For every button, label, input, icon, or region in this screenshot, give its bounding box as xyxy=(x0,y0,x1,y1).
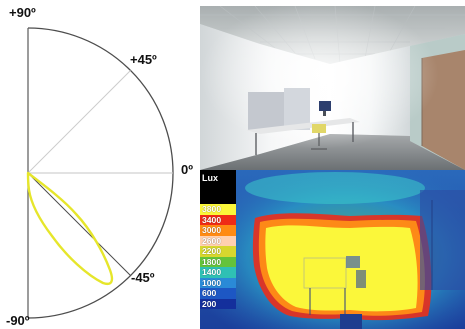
lux-legend: Lux 3800 3400 3000 2600 2200 1800 1400 1… xyxy=(200,170,236,329)
monitor xyxy=(319,101,331,111)
chair xyxy=(312,124,326,133)
angle-label-plus-90: +90º xyxy=(9,5,36,20)
lux-step-2600: 2600 xyxy=(200,235,236,246)
angle-label-plus-45: +45º xyxy=(130,52,157,67)
illuminance-heatmap xyxy=(200,170,465,329)
lux-step-3800: 3800 xyxy=(200,204,236,215)
lux-step-3400: 3400 xyxy=(200,214,236,225)
office-render-image xyxy=(200,6,465,170)
angle-label-minus-90: -90º xyxy=(6,313,30,328)
angle-label-minus-45: -45º xyxy=(131,270,155,285)
angle-label-zero: 0º xyxy=(181,162,193,177)
polar-plus45-line xyxy=(27,70,131,174)
lux-step-1000: 1000 xyxy=(200,277,236,288)
lux-step-3000: 3000 xyxy=(200,225,236,236)
lux-legend-title: Lux xyxy=(200,170,236,204)
lux-step-200: 200 xyxy=(200,298,236,309)
partition-panel-right xyxy=(284,88,310,130)
desk xyxy=(246,118,360,134)
lux-step-1400: 1400 xyxy=(200,267,236,278)
polar-diagram xyxy=(26,27,174,319)
heatmap-desk-outline xyxy=(303,257,347,289)
polar-minus45-line xyxy=(27,172,131,276)
partition-panel-left xyxy=(248,92,284,130)
lux-legend-steps: 3800 3400 3000 2600 2200 1800 1400 1000 … xyxy=(200,204,236,309)
polar-diagram-panel: +90º +45º 0º -45º -90º xyxy=(0,0,200,329)
office-render-svg xyxy=(200,6,465,170)
lux-step-600: 600 xyxy=(200,288,236,299)
heatmap-peak-zone xyxy=(265,225,418,312)
lux-step-1800: 1800 xyxy=(200,256,236,267)
lux-step-2200: 2200 xyxy=(200,246,236,257)
illuminance-heatmap-svg xyxy=(200,170,465,329)
light-distribution-curve xyxy=(26,171,114,285)
